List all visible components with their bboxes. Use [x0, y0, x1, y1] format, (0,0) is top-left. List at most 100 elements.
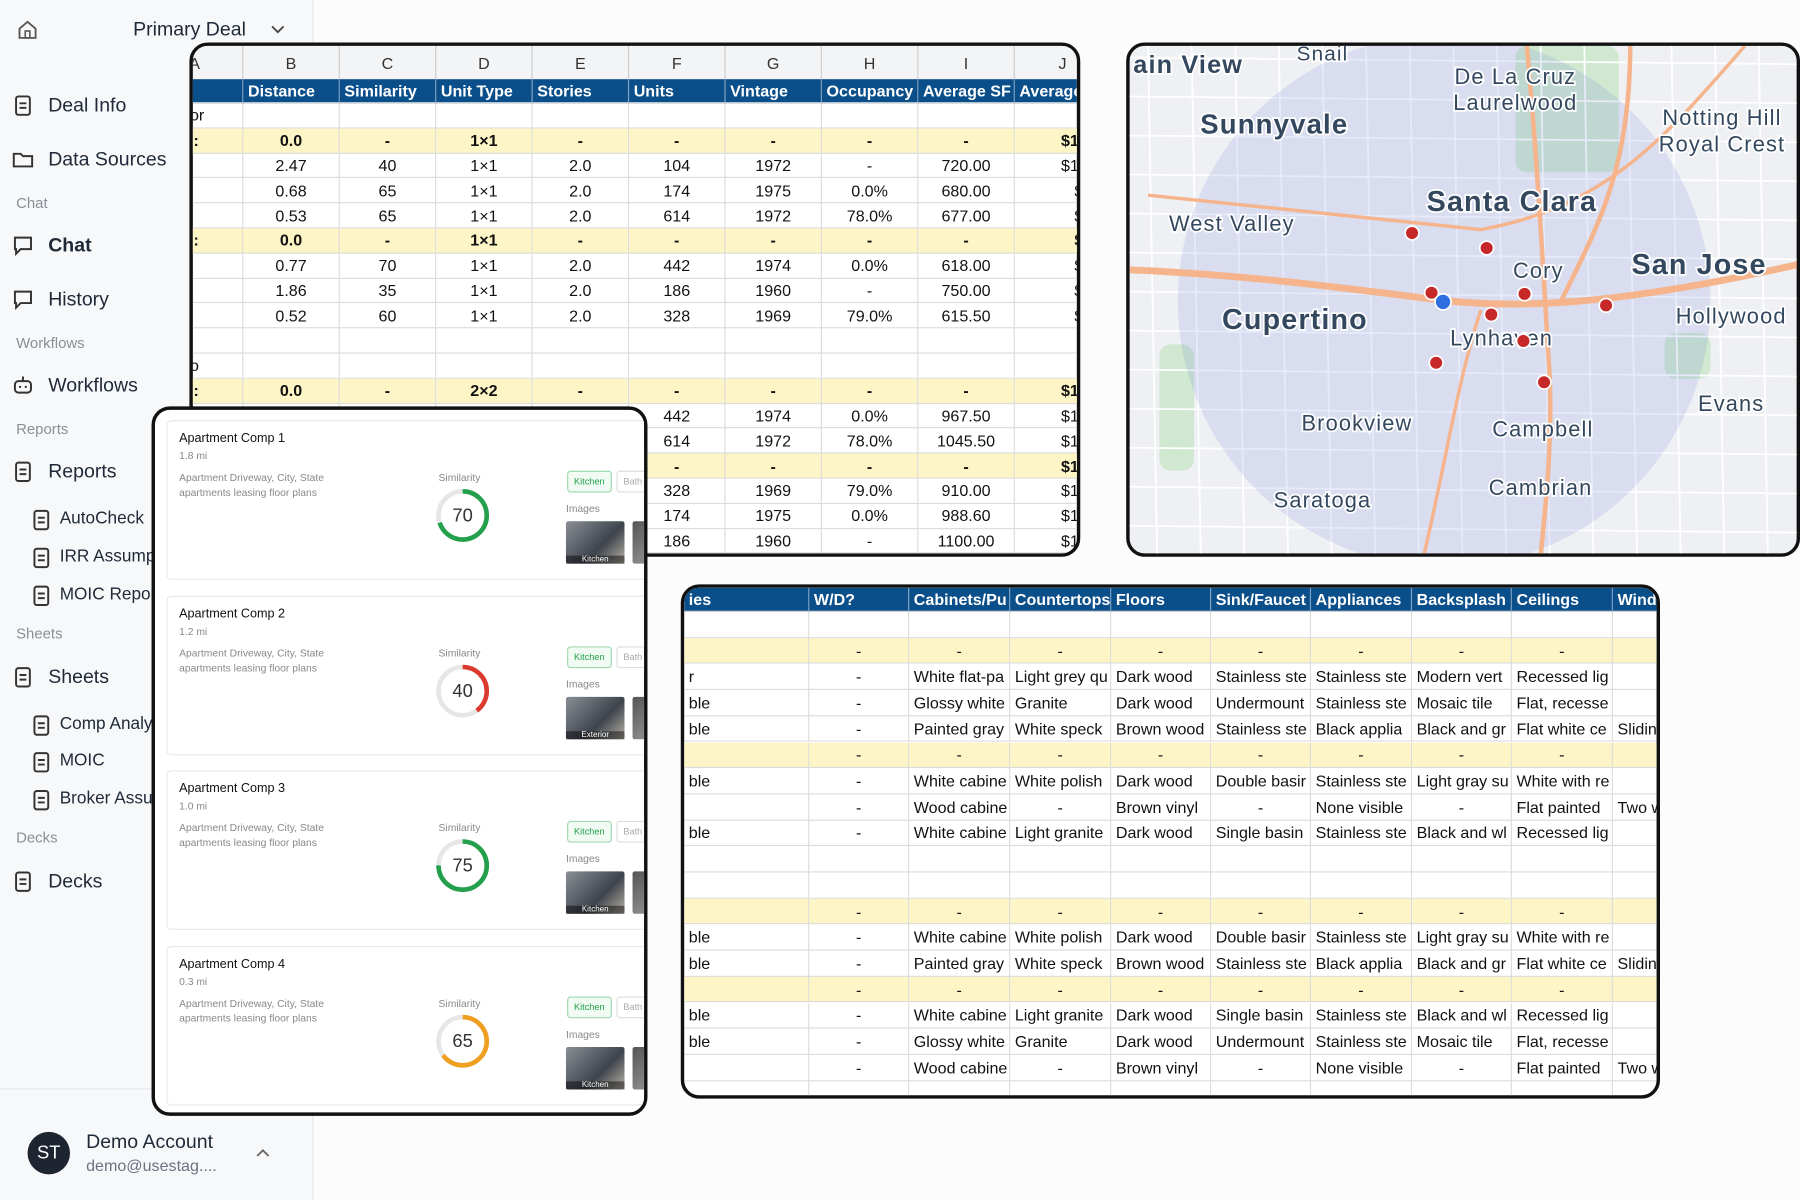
table-cell: Recessed lig [1511, 820, 1613, 847]
comp-card[interactable]: Apartment Comp 1 1.8 mi Apartment Driveway… [166, 420, 645, 580]
similarity-ring: 70 [436, 489, 490, 542]
avatar[interactable]: ST [27, 1131, 71, 1175]
table-cell: Double basir [1211, 768, 1312, 795]
home-icon[interactable] [16, 18, 39, 41]
table-cell: ble [684, 716, 810, 743]
table-cell: - [1111, 976, 1212, 1003]
icon-shape [33, 585, 50, 606]
street [1129, 407, 1797, 417]
account-email: demo@usestag.... [86, 1156, 217, 1175]
nav-item[interactable]: MOIC Repor [59, 584, 157, 604]
table-cell [1211, 846, 1312, 873]
thumbnail: Exterior [565, 696, 625, 739]
tag: Bath [616, 645, 645, 668]
comp-card[interactable]: Apartment Comp 3 1.0 mi Apartment Driveway… [166, 770, 645, 931]
comp-distance: 0.3 mi [179, 975, 208, 988]
nav-icon [12, 152, 34, 168]
table-cell: 1×1 [436, 178, 533, 204]
table-cell: - [1211, 794, 1312, 821]
table-cell: 1.86 [243, 278, 340, 304]
table-cell: 988.60 [918, 503, 1015, 529]
table-cell: 1100.00 [918, 528, 1015, 554]
nav-item[interactable]: History [48, 288, 109, 310]
comp-card[interactable]: Apartment Comp 2 1.2 mi Apartment Driveway… [166, 595, 645, 756]
comp-marker [1423, 284, 1440, 301]
table-cell: $1,005 [1014, 153, 1077, 179]
column-letter: C [340, 45, 437, 80]
comp-marker [1515, 333, 1532, 349]
table-cell: $1,195 [1014, 479, 1077, 504]
table-cell: Undermount [1211, 1028, 1312, 1055]
map-label: Campbell [1492, 416, 1593, 441]
table-cell [918, 103, 1015, 129]
table-cell: 442 [629, 253, 726, 279]
column-header: Similarity [339, 79, 437, 104]
nav-item[interactable]: Sheets [48, 665, 109, 688]
table-cell: Stainless ste [1311, 768, 1413, 795]
comp-title: Apartment Comp 4 [179, 957, 286, 972]
comp-description: apartments leasing floor plans [179, 662, 317, 674]
nav-item[interactable]: Chat [48, 234, 92, 257]
comps-window: Apartment Comp 1 1.8 mi Apartment Driveway… [151, 406, 648, 1116]
comp-address: Apartment Driveway, City, State [179, 647, 324, 659]
nav-item[interactable]: Deal Info [48, 94, 127, 116]
table-cell [1412, 872, 1512, 899]
table-cell: - [532, 378, 630, 404]
table-cell: Undermount [1211, 690, 1312, 717]
table-cell [1412, 846, 1512, 873]
icon-shape [15, 871, 31, 892]
deal-name[interactable]: Primary Deal [133, 18, 246, 41]
table-cell: Two w [1612, 794, 1657, 821]
comp-address: Apartment Driveway, City, State [179, 471, 324, 484]
comp-card[interactable]: Apartment Comp 4 0.3 mi Apartment Driveway… [166, 946, 645, 1106]
nav-item[interactable]: Broker Assu [59, 788, 153, 809]
street [1129, 485, 1797, 495]
table-cell: - [809, 976, 910, 1003]
nav-item[interactable]: Comp Analy [59, 714, 153, 734]
table-cell: - [1412, 637, 1512, 664]
table-cell: White cabine [909, 820, 1011, 847]
table-cell: 1969 [725, 478, 822, 504]
table-cell [684, 976, 810, 1003]
nav-item[interactable]: Decks [48, 870, 103, 892]
table-cell: - [1412, 794, 1512, 821]
table-cell: White with re [1511, 768, 1613, 795]
table-cell [1612, 1029, 1657, 1055]
table-cell: - [1412, 742, 1512, 769]
nav-icon [13, 290, 32, 311]
table-cell: - [909, 637, 1011, 664]
column-header: Cabinets/Pu [909, 587, 1011, 612]
chevron-up[interactable] [255, 1145, 271, 1161]
nav-item[interactable]: Workflows [48, 374, 138, 397]
table-cell [1612, 664, 1657, 691]
map-label: West Valley [1169, 211, 1295, 236]
nav-item[interactable]: MOIC [59, 750, 105, 771]
table-cell: Recessed lig [1511, 1002, 1613, 1029]
table-cell: 1969 [725, 303, 822, 329]
nav-item[interactable]: AutoCheck [59, 508, 144, 529]
nav-item[interactable]: IRR Assump [59, 546, 156, 566]
table-cell: 186 [629, 528, 726, 554]
table-cell: Prop [192, 253, 244, 279]
table-cell [909, 872, 1011, 899]
table-cell: - [1010, 976, 1112, 1003]
ring-value [436, 1014, 490, 1068]
nav-icon [13, 236, 32, 257]
table-cell: Black and wl [1412, 820, 1512, 847]
nav-item[interactable]: Data Sources [48, 148, 167, 170]
table-cell: r [684, 663, 810, 691]
table-cell: Prop [192, 203, 244, 229]
table-cell: Single basin [1211, 1002, 1312, 1029]
chevron [271, 25, 285, 34]
thumbnail-caption: Kitchen [565, 555, 625, 564]
table-cell [809, 611, 910, 638]
table-cell: ble [684, 1002, 810, 1029]
table-cell: - [909, 898, 1011, 925]
table-cell: ested: [192, 228, 244, 254]
table-cell: Light gray su [1412, 768, 1512, 795]
table-cell: 615.50 [918, 303, 1015, 329]
nav-item[interactable]: Reports [48, 460, 117, 483]
comp-marker [1536, 374, 1552, 391]
icon-shape [33, 547, 50, 569]
